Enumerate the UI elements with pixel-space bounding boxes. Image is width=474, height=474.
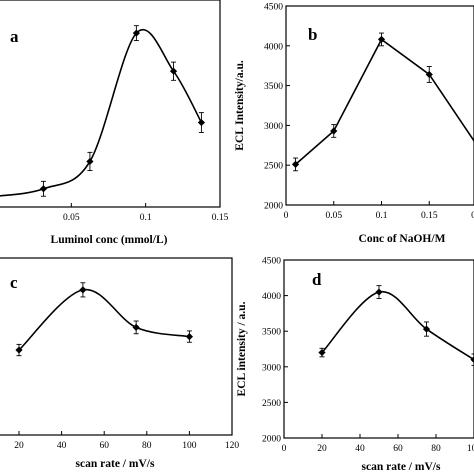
panel-letter: d [312, 270, 322, 289]
data-point-diamond [291, 160, 300, 169]
x-tick-label: 60 [393, 444, 403, 454]
y-tick-label: 2000 [262, 435, 281, 445]
plot-frame [285, 5, 474, 206]
y-tick-label: 2000 [264, 202, 283, 212]
y-tick-label: 3000 [262, 363, 281, 373]
panel-letter: a [10, 27, 19, 46]
plot-frame [0, 0, 221, 208]
panel-a: 0.05 0.1 0.15 Luminol conc (mmol/L) a [0, 0, 229, 246]
panel-b: 0 0.05 0.1 0.15 0.2 2000 2500 3000 3500 4000 4500 C… [234, 3, 474, 245]
x-axis-label: scan rate / mV/s [76, 458, 155, 470]
data-point-diamond [0, 195, 1, 197]
data-point-diamond [330, 127, 338, 135]
data-point-diamond [39, 185, 48, 193]
series-line [295, 38, 474, 166]
data-point-diamond [197, 118, 206, 127]
data-point-diamond [15, 346, 23, 354]
y-tick-label: 2500 [262, 399, 281, 409]
x-tick-label: 0.15 [212, 213, 229, 223]
x-tick-label: 0.05 [63, 213, 80, 223]
x-tick-label: 40 [355, 444, 365, 454]
x-tick-label: 20 [14, 441, 24, 451]
series-line [18, 289, 190, 351]
data-point-diamond [79, 286, 87, 294]
x-axis-label: scan rate / mV/s [362, 461, 441, 473]
x-axis-label: Conc of NaOH/M [359, 233, 446, 245]
x-tick-label: 0 [282, 444, 287, 454]
plot-frame [0, 257, 233, 436]
plot-frame [283, 259, 474, 439]
x-tick-label: 0.05 [325, 211, 342, 221]
x-tick-label: 0.1 [376, 211, 388, 221]
panel-c: 20 40 60 80 100 120 scan rate / mV/s c [0, 257, 240, 470]
data-point-diamond [169, 67, 178, 75]
x-tick-label: 100 [467, 444, 474, 454]
y-tick-label: 4000 [264, 42, 283, 52]
series-line [321, 291, 474, 361]
data-point-diamond [470, 356, 474, 364]
y-tick-label: 4500 [264, 3, 283, 13]
y-tick-label: 2500 [264, 162, 283, 172]
data-point-diamond [318, 348, 326, 357]
x-tick-label: 0 [284, 211, 289, 221]
y-tick-label: 4500 [262, 257, 281, 267]
panel-letter: b [308, 25, 317, 44]
panel-letter: c [10, 273, 18, 292]
x-tick-label: 120 [225, 441, 240, 451]
data-point-diamond [422, 325, 431, 333]
y-tick-label: 3500 [264, 82, 283, 92]
x-tick-label: 40 [57, 441, 67, 451]
x-tick-label: 0.2 [471, 211, 474, 221]
data-point-diamond [86, 157, 94, 166]
data-point-diamond [132, 323, 140, 331]
data-point-diamond [375, 288, 383, 296]
y-axis-label: ECL Intensity/a.u. [234, 60, 246, 151]
x-tick-label: 0.1 [140, 213, 152, 223]
data-point-diamond [132, 29, 140, 37]
panel-d: 0 20 40 60 80 100 2000 2500 3000 3500 4000 4500 scan… [236, 257, 474, 473]
y-tick-label: 4000 [262, 292, 281, 302]
x-tick-label: 20 [317, 444, 327, 454]
data-point-diamond [185, 332, 193, 341]
x-tick-label: 60 [99, 441, 109, 451]
x-axis-label: Luminol conc (mmol/L) [51, 234, 168, 246]
x-tick-label: 0.15 [421, 211, 438, 221]
y-axis-label: ECL intensity / a.u. [236, 301, 248, 396]
y-tick-label: 3500 [262, 328, 281, 338]
series-line [0, 29, 203, 197]
data-point-diamond [425, 70, 433, 79]
x-tick-label: 100 [182, 441, 197, 451]
data-point-diamond [377, 35, 386, 44]
x-tick-label: 80 [431, 444, 441, 454]
error-bar [471, 353, 474, 366]
x-tick-label: 80 [142, 441, 152, 451]
y-tick-label: 3000 [264, 122, 283, 132]
